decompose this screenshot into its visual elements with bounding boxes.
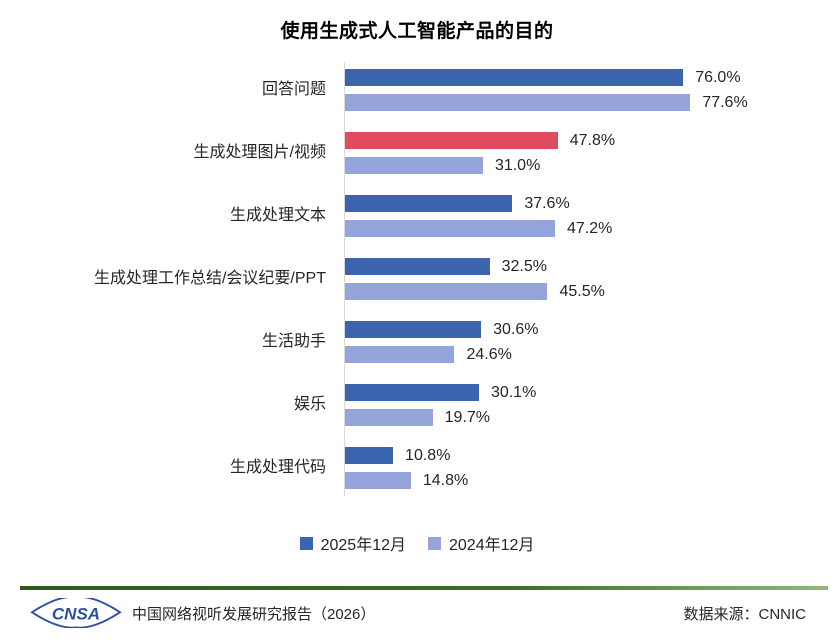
y-axis-line [344, 62, 345, 496]
category-label: 生成处理代码 [229, 459, 326, 477]
bar-row: 77.6% [345, 94, 824, 111]
chart-title: 使用生成式人工智能产品的目的 [280, 21, 554, 42]
bar-row: 30.1% [345, 384, 824, 401]
bar-2025年12月 [345, 69, 684, 86]
bar-row: 37.6% [345, 195, 824, 212]
bar-row: 32.5% [345, 258, 824, 275]
bar-2024年12月 [345, 220, 556, 237]
value-label: 30.1% [490, 383, 537, 401]
bar-2024年12月 [345, 346, 455, 363]
value-label: 45.5% [559, 282, 605, 300]
bar-pair: 30.6% 24.6% [336, 321, 824, 363]
bar-2025年12月 [345, 384, 479, 401]
legend-swatch-icon [299, 536, 313, 550]
category-label: 生成处理文本 [229, 207, 326, 225]
value-label: 10.8% [405, 446, 451, 464]
value-label: 47.8% [569, 131, 616, 149]
bar-row: 45.5% [345, 283, 824, 300]
legend-swatch-icon [428, 536, 441, 550]
value-label: 19.7% [444, 408, 491, 426]
bar-2025年12月 [345, 258, 490, 275]
bar-group: 生活助手 30.6% 24.6% [0, 321, 824, 363]
bar-group: 回答问题 76.0% 77.6% [0, 69, 824, 111]
legend-item: 2024年12月 [428, 531, 534, 555]
legend: 2025年12月 2024年12月 [0, 531, 834, 555]
bar-row: 19.7% [345, 409, 824, 426]
bar-group: 生成处理文本 37.6% 47.2% [0, 195, 824, 237]
bar-row: 31.0% [345, 157, 824, 174]
value-label: 32.5% [501, 257, 547, 275]
bar-row: 10.8% [345, 447, 824, 464]
bar-row: 47.2% [345, 220, 824, 237]
bar-pair: 32.5% 45.5% [336, 258, 824, 300]
footer: CNSA 中国网络视听发展研究报告（2026） 数据来源：CNNIC [0, 586, 834, 642]
bar-2024年12月 [345, 409, 433, 426]
cnsa-logo-icon: CNSA [30, 598, 122, 628]
footer-divider [20, 586, 828, 590]
value-label: 24.6% [466, 345, 512, 363]
report-title: 中国网络视听发展研究报告（2026） [132, 605, 376, 623]
bar-group: 生成处理工作总结/会议纪要/PPT 32.5% 45.5% [0, 258, 824, 300]
category-label: 生成处理工作总结/会议纪要/PPT [93, 270, 326, 288]
category-label: 生活助手 [261, 333, 326, 351]
bar-2024年12月 [345, 94, 691, 111]
bar-row: 24.6% [345, 346, 824, 363]
legend-label: 2025年12月 [320, 537, 406, 554]
bar-row: 47.8% [345, 132, 824, 149]
bar-2025年12月 [345, 195, 513, 212]
bar-2025年12月 [345, 321, 482, 338]
bar-group: 娱乐 30.1% 19.7% [0, 384, 824, 426]
bar-2025年12月 [345, 132, 558, 149]
value-label: 47.2% [567, 219, 613, 237]
svg-text:CNSA: CNSA [52, 605, 100, 624]
bar-2024年12月 [345, 283, 548, 300]
data-source: 数据来源：CNNIC [683, 605, 807, 623]
category-label: 娱乐 [293, 396, 326, 414]
bar-pair: 47.8% 31.0% [336, 132, 824, 174]
bar-pair: 10.8% 14.8% [336, 447, 824, 489]
category-label: 回答问题 [261, 81, 326, 99]
bar-group: 生成处理图片/视频 47.8% 31.0% [0, 132, 824, 174]
bar-pair: 30.1% 19.7% [336, 384, 824, 426]
value-label: 31.0% [494, 156, 541, 174]
bar-2024年12月 [345, 472, 411, 489]
bar-2025年12月 [345, 447, 394, 464]
bar-groups: 回答问题 76.0% 77.6% 生成处理图片/视频 47.8% 31.0% 生成处理文本 3… [0, 69, 824, 489]
value-label: 37.6% [524, 194, 570, 212]
legend-label: 2024年12月 [449, 537, 535, 554]
category-label: 生成处理图片/视频 [193, 144, 326, 162]
bar-group: 生成处理代码 10.8% 14.8% [0, 447, 824, 489]
bar-row: 76.0% [345, 69, 824, 86]
bar-chart: 回答问题 76.0% 77.6% 生成处理图片/视频 47.8% 31.0% 生成处理文本 3… [0, 62, 834, 496]
bar-2024年12月 [345, 157, 483, 174]
bar-row: 14.8% [345, 472, 824, 489]
bar-row: 30.6% [345, 321, 824, 338]
value-label: 14.8% [422, 471, 469, 489]
value-label: 77.6% [702, 93, 748, 111]
value-label: 30.6% [493, 320, 539, 338]
legend-item: 2025年12月 [299, 531, 406, 555]
value-label: 76.0% [695, 68, 741, 86]
bar-pair: 76.0% 77.6% [336, 69, 824, 111]
bar-pair: 37.6% 47.2% [336, 195, 824, 237]
